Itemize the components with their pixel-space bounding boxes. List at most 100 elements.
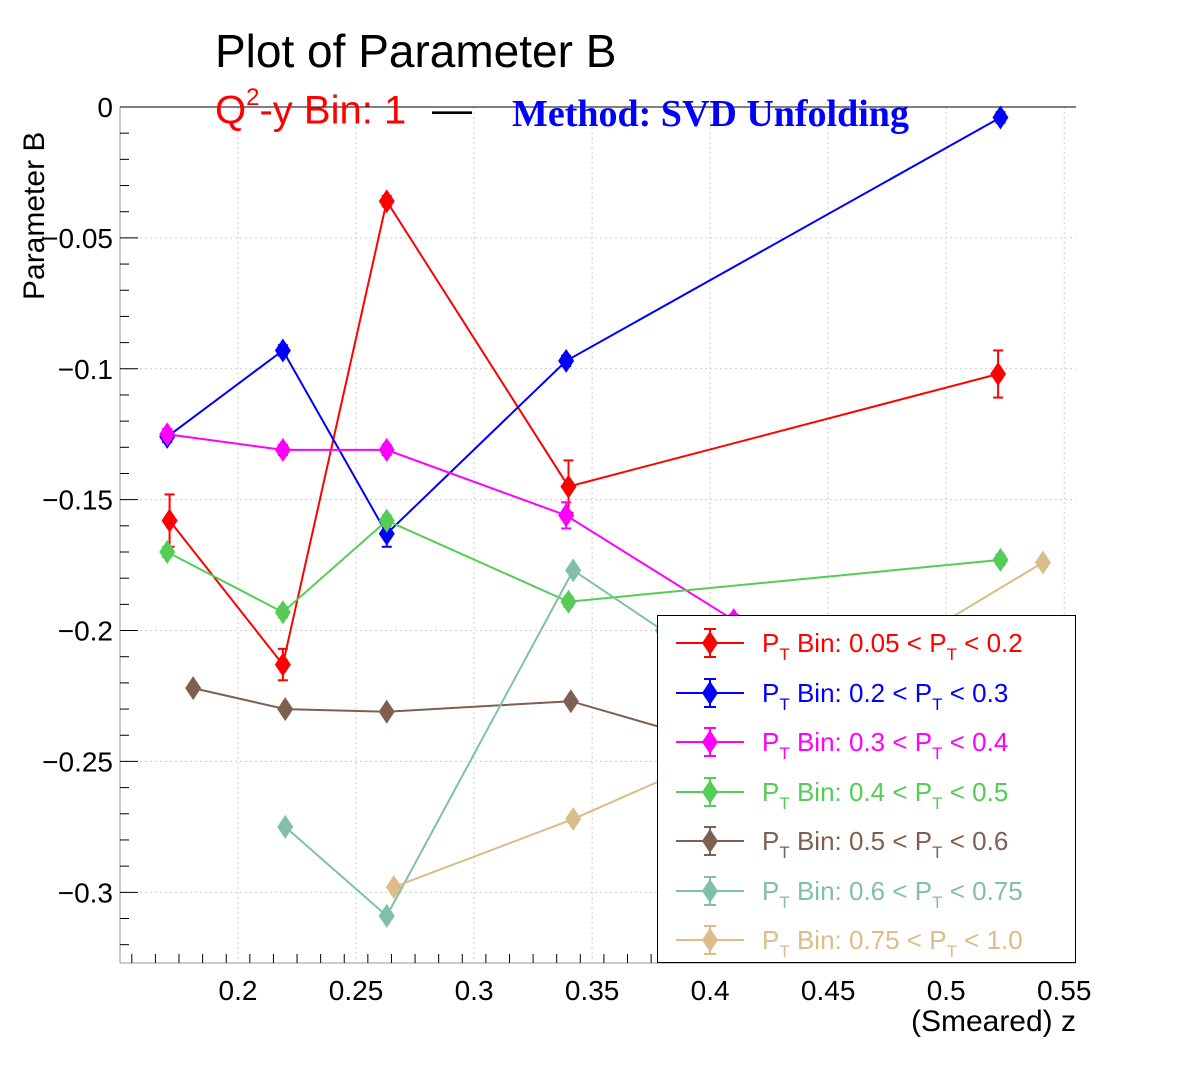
data-point bbox=[277, 814, 294, 839]
legend-label: PT Bin: 0.05 < PT < 0.2 bbox=[762, 628, 1023, 664]
data-point bbox=[992, 547, 1009, 572]
legend-label-part: Bin: 0.5 < P bbox=[789, 826, 933, 856]
subtitle-separator: — bbox=[432, 88, 472, 132]
y-tick-label: −0.25 bbox=[42, 746, 113, 777]
y-tick-label: −0.1 bbox=[58, 354, 113, 385]
legend-label-part: Bin: 0.3 < P bbox=[789, 727, 933, 757]
legend-label: PT Bin: 0.75 < PT < 1.0 bbox=[762, 925, 1023, 961]
x-tick-label: 0.3 bbox=[455, 975, 494, 1006]
data-point bbox=[558, 503, 575, 528]
legend-label-part: P bbox=[762, 875, 780, 906]
y-tick-label: −0.05 bbox=[42, 223, 113, 254]
chart-title: Plot of Parameter B bbox=[215, 25, 617, 77]
y-tick-label: −0.15 bbox=[42, 485, 113, 516]
legend-label-part: T bbox=[932, 744, 943, 763]
data-point bbox=[274, 338, 291, 363]
subtitle-sup: 2 bbox=[246, 84, 260, 111]
legend-label: PT Bin: 0.4 < PT < 0.5 bbox=[762, 776, 1009, 813]
data-point bbox=[378, 508, 395, 533]
data-point bbox=[274, 600, 291, 625]
legend-marker bbox=[676, 875, 744, 906]
legend-label-part: P bbox=[762, 727, 780, 757]
legend-label-part: < 0.6 bbox=[942, 826, 1009, 856]
legend-entry: PT Bin: 0.05 < PT < 0.2 bbox=[658, 618, 1075, 667]
legend-label-part: T bbox=[779, 892, 790, 912]
subtitle-bin: Q2-y Bin: 1 bbox=[215, 84, 406, 133]
legend-entry: PT Bin: 0.4 < PT < 0.5 bbox=[658, 767, 1075, 816]
legend-diamond bbox=[702, 680, 718, 705]
legend-entry: PT Bin: 0.75 < PT < 1.0 bbox=[658, 915, 1075, 964]
legend-label-part: < 0.5 bbox=[942, 776, 1009, 807]
legend-label-part: T bbox=[932, 694, 943, 714]
legend-diamond bbox=[702, 730, 718, 754]
legend-label: PT Bin: 0.5 < PT < 0.6 bbox=[762, 826, 1009, 862]
data-point bbox=[378, 699, 395, 724]
legend-diamond bbox=[702, 631, 718, 655]
series-line bbox=[284, 568, 664, 918]
y-tick-label: −0.3 bbox=[58, 877, 113, 908]
legend-entry: PT Bin: 0.5 < PT < 0.6 bbox=[658, 816, 1075, 865]
series-line bbox=[166, 519, 1001, 614]
legend-diamond bbox=[702, 878, 718, 903]
legend-label-part: T bbox=[932, 793, 943, 813]
data-point bbox=[185, 676, 202, 701]
legend-label-part: T bbox=[779, 744, 790, 763]
legend-entry: PT Bin: 0.3 < PT < 0.4 bbox=[658, 717, 1075, 766]
data-point bbox=[565, 807, 582, 832]
data-point bbox=[385, 875, 402, 900]
legend-label-part: < 0.75 bbox=[942, 875, 1023, 906]
legend: PT Bin: 0.05 < PT < 0.2 PT Bin: 0.2 < PT … bbox=[657, 615, 1076, 963]
legend-label-part: P bbox=[762, 628, 780, 658]
legend-label-part: T bbox=[932, 892, 943, 912]
subtitle-method: Method: SVD Unfolding bbox=[512, 93, 909, 135]
x-tick-label: 0.55 bbox=[1037, 975, 1092, 1006]
legend-label-part: P bbox=[762, 826, 780, 856]
series-line bbox=[166, 116, 1001, 536]
x-axis-label: (Smeared) z bbox=[910, 1005, 1076, 1038]
legend-diamond bbox=[702, 928, 718, 952]
series-line bbox=[167, 433, 735, 621]
legend-label-part: < 1.0 bbox=[956, 925, 1023, 955]
data-point bbox=[560, 474, 577, 499]
legend-marker bbox=[676, 776, 744, 807]
x-tick-label: 0.4 bbox=[691, 975, 730, 1006]
data-point bbox=[378, 903, 395, 928]
x-tick-label: 0.25 bbox=[329, 975, 384, 1006]
legend-label-part: T bbox=[946, 645, 957, 664]
legend-label-part: T bbox=[779, 843, 790, 862]
data-point bbox=[560, 589, 577, 614]
legend-label-part: < 0.4 bbox=[942, 727, 1009, 757]
legend-label-part: T bbox=[932, 843, 943, 862]
data-point bbox=[992, 105, 1009, 130]
x-tick-label: 0.35 bbox=[565, 975, 620, 1006]
series-line bbox=[168, 198, 999, 667]
data-point bbox=[558, 348, 575, 373]
legend-label-part: Bin: 0.4 < P bbox=[789, 776, 933, 807]
legend-label: PT Bin: 0.6 < PT < 0.75 bbox=[762, 875, 1023, 912]
legend-marker bbox=[676, 826, 744, 856]
legend-label-part: T bbox=[779, 793, 790, 813]
data-point bbox=[378, 437, 395, 462]
data-point bbox=[159, 540, 176, 565]
legend-label-part: T bbox=[779, 645, 790, 664]
series-2 bbox=[159, 105, 1009, 548]
legend-marker bbox=[676, 677, 744, 708]
legend-label-part: < 0.3 bbox=[942, 677, 1009, 708]
y-axis-label: Parameter B bbox=[18, 131, 51, 300]
x-tick-label: 0.2 bbox=[219, 975, 258, 1006]
legend-label-part: P bbox=[762, 925, 780, 955]
legend-entry: PT Bin: 0.6 < PT < 0.75 bbox=[658, 866, 1075, 915]
data-point bbox=[378, 521, 395, 546]
legend-label-part: P bbox=[762, 677, 780, 708]
y-tick-label: −0.2 bbox=[58, 616, 113, 647]
legend-entry: PT Bin: 0.2 < PT < 0.3 bbox=[658, 668, 1075, 717]
data-point bbox=[277, 697, 294, 722]
legend-diamond bbox=[702, 829, 718, 853]
data-point bbox=[565, 558, 582, 583]
data-point bbox=[159, 422, 176, 447]
legend-diamond bbox=[702, 779, 718, 804]
data-point bbox=[274, 652, 291, 677]
legend-label-part: Bin: 0.2 < P bbox=[789, 677, 933, 708]
legend-label-part: T bbox=[779, 942, 790, 961]
